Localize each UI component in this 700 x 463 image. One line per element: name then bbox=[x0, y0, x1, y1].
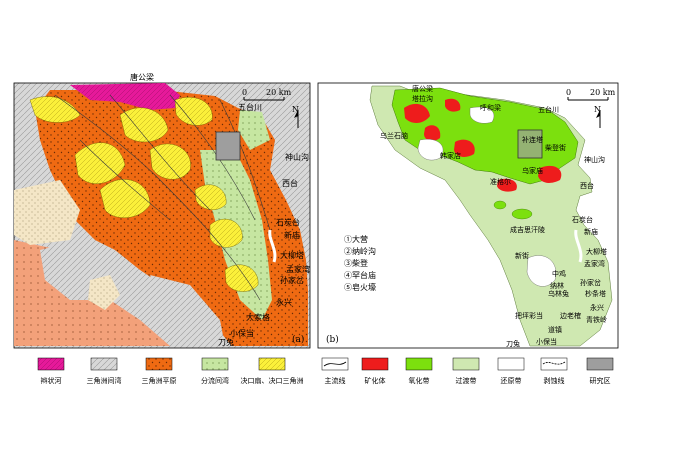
legend-swatch-erosion-line bbox=[540, 357, 568, 371]
place-label: 永兴 bbox=[590, 303, 604, 312]
place-label: 孟家湾 bbox=[286, 264, 310, 274]
place-label: 孙家岔 bbox=[280, 275, 304, 285]
deposit-item: ①大营 bbox=[344, 234, 368, 244]
panel-b-map bbox=[317, 82, 619, 349]
place-label: 新街 bbox=[515, 251, 529, 260]
place-label: 大柳塔 bbox=[586, 247, 607, 256]
deposit-item: ②纳岭沟 bbox=[344, 246, 376, 256]
panel-label-a: (a) bbox=[292, 334, 304, 345]
legend-swatch-distributary-bay bbox=[201, 357, 229, 371]
legend-swatch-study-area bbox=[586, 357, 614, 371]
legend-swatch-reduction-zone bbox=[497, 357, 525, 371]
legend-label-erosion-line: 剥蚀线 bbox=[544, 376, 565, 385]
place-label: 唐公梁 bbox=[130, 72, 154, 82]
place-label: 乌林兔 bbox=[548, 289, 569, 298]
scale-label-a: 20 km bbox=[266, 88, 292, 97]
place-label: 乌兰石脑 bbox=[380, 131, 408, 140]
deposit-item: ⑤皂火壕 bbox=[344, 282, 376, 292]
north-label-b: N bbox=[594, 105, 601, 114]
place-label: 乌家庙 bbox=[522, 166, 543, 175]
place-label: 塔拉沟 bbox=[412, 94, 433, 103]
deposit-item: ④罕台庙 bbox=[344, 270, 376, 280]
place-label: 韩家店 bbox=[440, 151, 461, 160]
place-label: 柴登街 bbox=[545, 143, 566, 152]
place-label: 石炭台 bbox=[572, 215, 593, 224]
place-label: 大柳塔 bbox=[280, 250, 304, 260]
place-label: 五台川 bbox=[538, 105, 559, 114]
place-label: 边老榷 bbox=[560, 311, 581, 320]
place-label: 石炭台 bbox=[276, 217, 300, 227]
place-label: 孟家湾 bbox=[584, 259, 605, 268]
study-area-box-b bbox=[517, 129, 543, 159]
place-label: 道镇 bbox=[548, 325, 562, 334]
legend-swatch-crevasse bbox=[258, 357, 286, 371]
legend-label-delta-plain: 三角洲平原 bbox=[142, 376, 177, 385]
legend-label-braided-river: 辫状河 bbox=[41, 376, 62, 385]
legend-label-ore-body: 矿化体 bbox=[365, 376, 386, 385]
place-label: 小保当 bbox=[230, 328, 254, 338]
place-label: 永兴 bbox=[276, 297, 292, 307]
legend-swatch-transition-zone bbox=[452, 357, 480, 371]
place-label: 杪条塔 bbox=[585, 289, 606, 298]
place-label: 五台川 bbox=[238, 102, 262, 112]
legend-label-interdelta-bay: 三角洲间湾 bbox=[87, 376, 122, 385]
legend-swatch-ore-body bbox=[361, 357, 389, 371]
panel-b-annotations: 唐公梁 塔拉沟 呼和梁 五台川 神山沟 西台 补连塔 乌兰石脑 柴登街 韩家店 … bbox=[326, 84, 616, 348]
place-label: 唐公梁 bbox=[412, 84, 433, 93]
place-label: 刀兔 bbox=[506, 339, 520, 348]
legend-label-reduction-zone: 还原带 bbox=[501, 377, 522, 385]
legend-label-crevasse: 决口扇、决口三角洲 bbox=[241, 376, 304, 385]
legend-label-study-area: 研究区 bbox=[590, 376, 611, 385]
panel-a-map bbox=[13, 82, 311, 349]
legend-swatch-interdelta-bay bbox=[90, 357, 118, 371]
legend-label-transition-zone: 过渡带 bbox=[456, 376, 477, 385]
place-label: 成吉思汗陵 bbox=[510, 225, 545, 234]
scale-label-b: 20 km bbox=[590, 88, 616, 97]
scale-zero-b: 0 bbox=[566, 88, 571, 97]
place-label: 西台 bbox=[580, 181, 594, 190]
study-area-box-a bbox=[215, 131, 241, 161]
place-label: 神山沟 bbox=[584, 155, 605, 164]
deposit-item: ③柴登 bbox=[344, 258, 368, 268]
place-label: 神山沟 bbox=[285, 152, 309, 162]
place-label: 新庙 bbox=[284, 230, 300, 240]
north-label-a: N bbox=[292, 105, 299, 114]
place-label: 准格尔 bbox=[490, 177, 511, 186]
legend-swatch-oxidation-zone bbox=[405, 357, 433, 371]
place-label: 把坪彩当 bbox=[515, 311, 543, 320]
place-label: 孙家岔 bbox=[580, 278, 601, 287]
place-label: 呼和梁 bbox=[480, 103, 501, 112]
legend-label-distributary-bay: 分流间湾 bbox=[201, 376, 229, 385]
legend-swatch-braided-river bbox=[37, 357, 65, 371]
legend-label-oxidation-zone: 氧化带 bbox=[409, 376, 430, 385]
place-label: 小保当 bbox=[536, 337, 557, 346]
place-label: 大索格 bbox=[246, 312, 270, 322]
legend-swatch-delta-plain bbox=[145, 357, 173, 371]
place-label: 补连塔 bbox=[522, 135, 543, 144]
place-label: 刀兔 bbox=[218, 337, 234, 347]
place-label: 青铁岭 bbox=[586, 315, 607, 324]
place-label: 中鸡 bbox=[552, 269, 566, 278]
scale-zero-a: 0 bbox=[242, 88, 247, 97]
place-label: 新庙 bbox=[584, 227, 598, 236]
legend: 辫状河 三角洲间湾 三角洲平原 分流间湾 决口扇、决口三角洲 主流线 矿化体 氧… bbox=[37, 357, 614, 385]
place-label: 纳林 bbox=[550, 281, 564, 290]
panel-label-b: (b) bbox=[326, 334, 339, 345]
panel-a-annotations: 唐公梁 五台川 神山沟 西台 石炭台 新庙 大柳塔 孟家湾 孙家岔 永兴 大索格… bbox=[130, 72, 310, 347]
legend-label-main-channel: 主流线 bbox=[325, 376, 346, 385]
place-label: 西台 bbox=[282, 178, 298, 188]
